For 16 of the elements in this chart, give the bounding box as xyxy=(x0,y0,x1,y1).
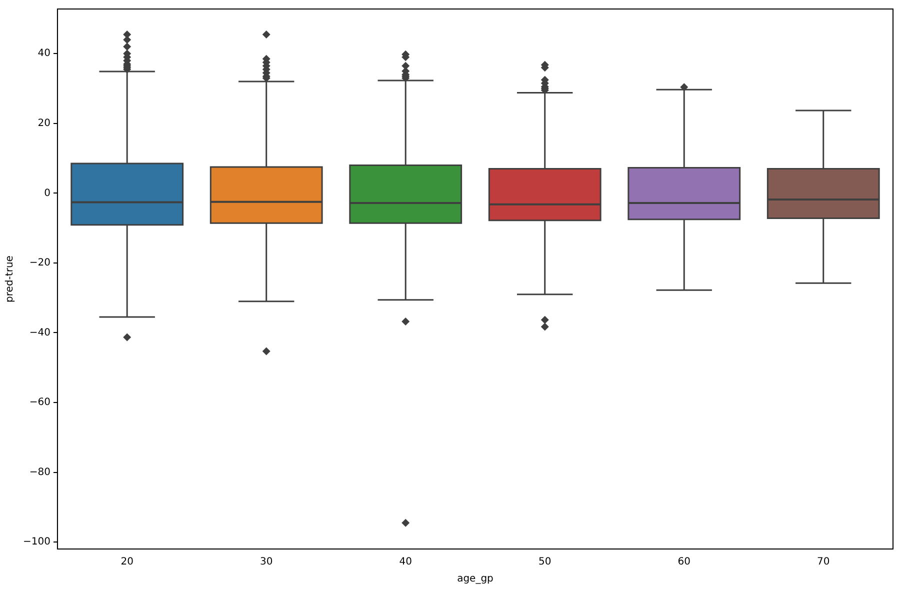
x-tick-label: 30 xyxy=(260,556,273,568)
x-tick-label: 50 xyxy=(538,556,552,568)
x-tick-label: 20 xyxy=(120,556,134,568)
y-tick-label: −60 xyxy=(29,397,50,408)
x-axis-title: age_gp xyxy=(457,574,494,585)
y-tick-label: −80 xyxy=(29,466,50,478)
y-tick-label: −20 xyxy=(29,258,50,269)
y-tick-label: 40 xyxy=(38,48,50,60)
y-tick-label: −40 xyxy=(29,327,50,338)
x-tick-label: 60 xyxy=(678,556,690,568)
y-tick-label: 20 xyxy=(38,118,50,130)
x-tick-label: 40 xyxy=(399,556,412,568)
y-axis-title: pred-true xyxy=(4,256,16,302)
x-tick-label: 70 xyxy=(817,556,830,568)
y-tick-label: −100 xyxy=(22,536,50,548)
y-tick-label: 0 xyxy=(44,188,50,199)
